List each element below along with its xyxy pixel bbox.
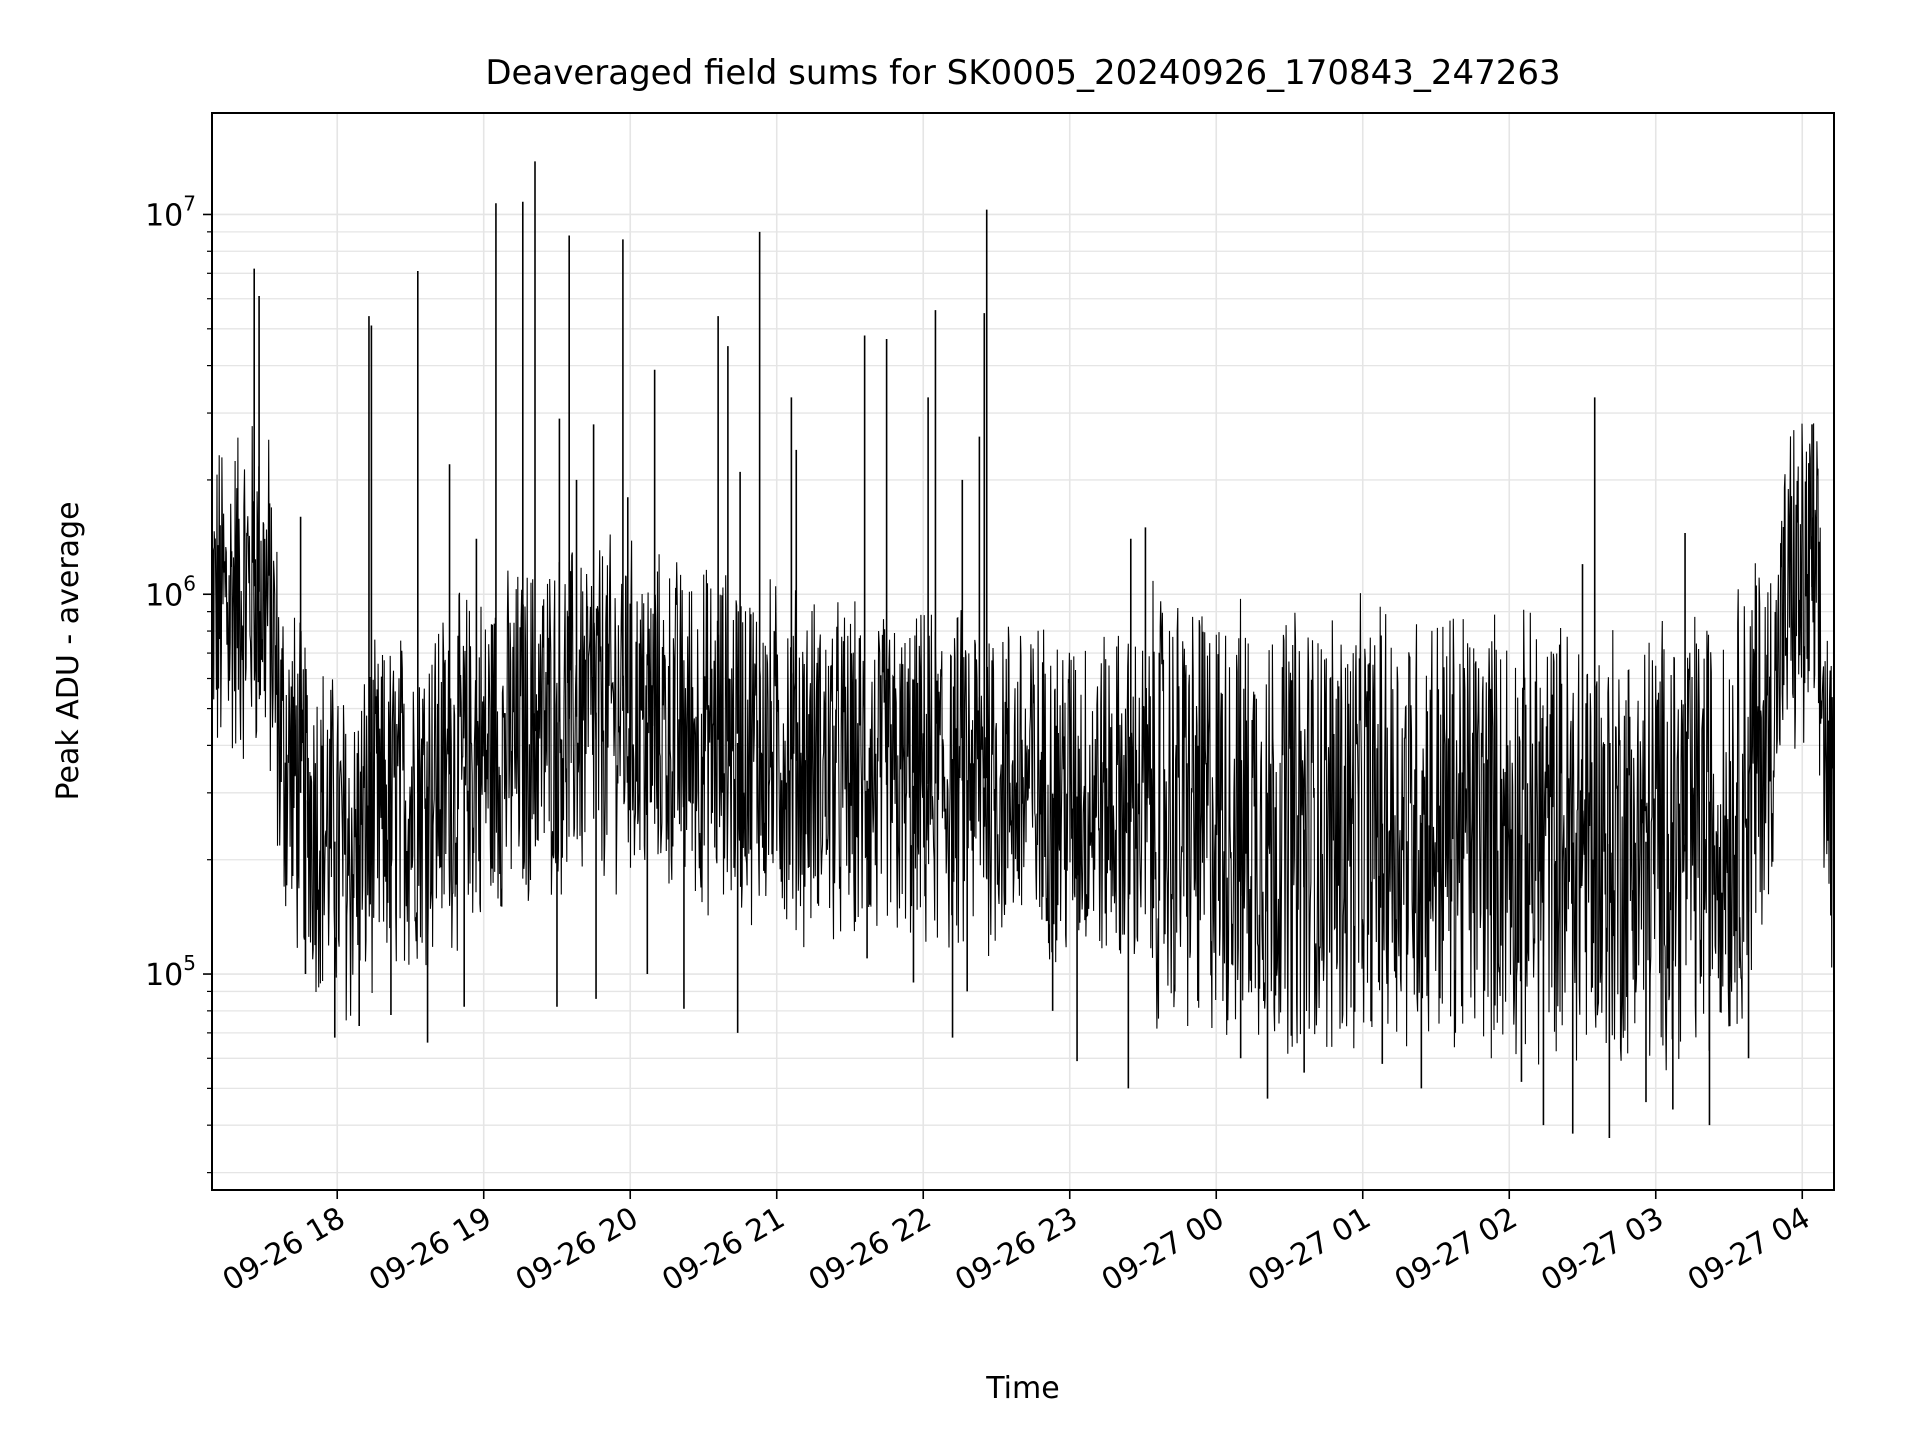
y-tick-label: 105 [145, 951, 196, 993]
y-tick-label: 106 [145, 571, 196, 613]
y-tick-exponent: 7 [183, 191, 196, 215]
y-axis-label: Peak ADU - average [51, 501, 86, 800]
y-tick-base: 10 [145, 958, 183, 993]
series-line [212, 423, 1834, 1071]
y-tick-exponent: 5 [183, 951, 196, 975]
series-layer [212, 161, 1834, 1139]
y-tick-label: 107 [145, 191, 196, 233]
chart-title: Deaveraged field sums for SK0005_2024092… [485, 53, 1560, 93]
plot-frame [211, 112, 1835, 1191]
plot-area [212, 161, 1834, 1139]
y-tick-exponent: 6 [183, 571, 196, 595]
y-tick-base: 10 [145, 198, 183, 233]
y-tick-base: 10 [145, 578, 183, 613]
x-axis-label: Time [985, 1371, 1059, 1406]
